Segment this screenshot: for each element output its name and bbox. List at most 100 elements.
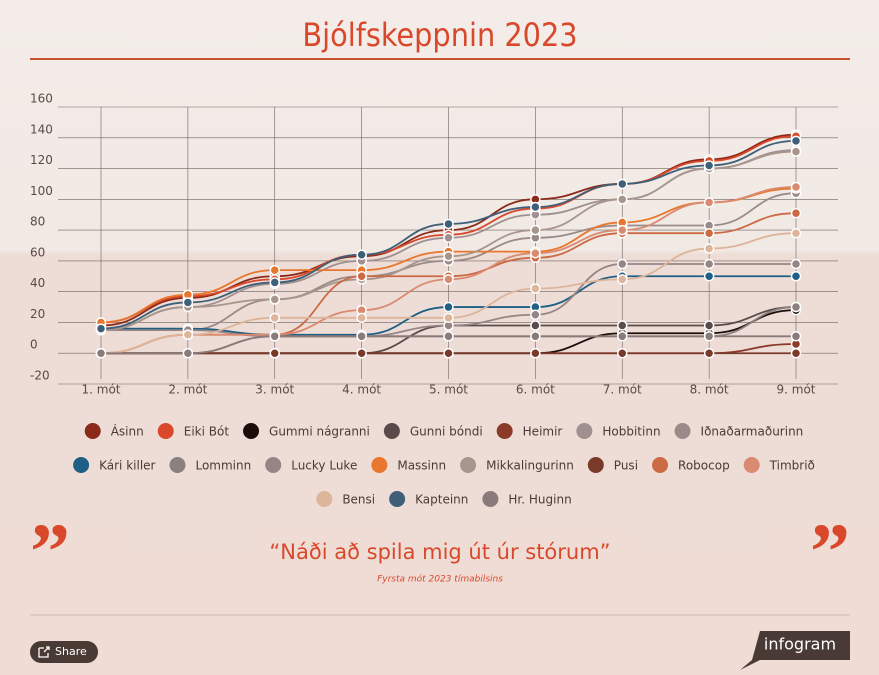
legend-swatch (265, 457, 282, 473)
legend-label: Pusi (614, 459, 638, 473)
point (356, 249, 367, 260)
point (269, 331, 280, 342)
legend-item: Gunni bóndi (383, 423, 483, 439)
point (617, 178, 628, 190)
share-label[interactable]: Share (55, 645, 87, 658)
quote-source: Fyrsta mót 2023 tímabilsins (377, 574, 503, 585)
legend-item: Massinn (371, 457, 446, 473)
legend-item: Lucky Luke (265, 457, 357, 473)
point (269, 277, 280, 288)
share-icon[interactable] (38, 646, 50, 658)
point (530, 347, 541, 359)
point (356, 271, 367, 282)
point (790, 146, 802, 157)
point (790, 227, 802, 239)
point (443, 274, 454, 285)
chart-title: Bjólfskeppnin 2023 (302, 16, 577, 54)
point (182, 347, 194, 359)
legend-label: Kapteinn (415, 493, 468, 507)
point (790, 135, 802, 147)
legend-item: Gummi nágranni (243, 423, 370, 439)
legend-item: Kapteinn (389, 491, 468, 507)
legend-label: Robocop (678, 459, 730, 473)
legend-label: Hr. Huginn (508, 493, 571, 507)
point (530, 283, 541, 294)
point (790, 181, 802, 193)
legend-label: Heimir (523, 425, 563, 439)
quote: “Náði að spila mig út úr stórum” (269, 540, 610, 564)
point (617, 331, 628, 342)
legend-swatch (576, 423, 593, 439)
legend-label: Bensi (342, 493, 375, 507)
point (443, 232, 454, 244)
y-tick-label: -20 (30, 369, 50, 383)
point (443, 331, 454, 342)
legend-item: Mikkalingurinn (460, 457, 574, 473)
point (530, 320, 541, 331)
point (617, 320, 628, 331)
point (530, 309, 541, 320)
point (703, 271, 715, 282)
x-tick-label: 5. mót (429, 383, 468, 397)
point (530, 247, 541, 259)
point (617, 274, 628, 285)
y-tick-label: 20 (30, 307, 45, 321)
quote-mark: ” (30, 508, 70, 596)
legend-swatch (169, 457, 186, 473)
brand-badge[interactable] (740, 631, 850, 670)
point (182, 329, 194, 341)
legend-label: Mikkalingurinn (486, 459, 574, 473)
x-tick-label: 4. mót (342, 383, 381, 397)
legend-item: Timbrið (743, 457, 815, 473)
x-tick-label: 6. mót (516, 383, 555, 397)
point (530, 201, 541, 213)
legend-label: Hobbitinn (602, 425, 660, 439)
legend-label: Timbrið (769, 459, 815, 473)
legend-label: Gummi nágranni (269, 425, 370, 439)
point (703, 243, 715, 254)
point (617, 347, 628, 359)
point (617, 194, 628, 205)
legend-item: Iðnaðarmaðurinn (674, 423, 804, 439)
point (790, 258, 802, 270)
legend-item: Eiki Bót (157, 423, 229, 439)
legend-label: Lomminn (195, 459, 251, 473)
point (356, 347, 367, 359)
y-tick-label: 120 (30, 153, 53, 167)
legend-item: Bensi (316, 491, 375, 507)
point (617, 224, 628, 236)
legend-label: Gunni bóndi (410, 425, 483, 439)
point (443, 251, 454, 262)
legend-label: Lucky Luke (291, 459, 357, 473)
point (790, 271, 802, 282)
point (530, 224, 541, 236)
point (703, 258, 715, 270)
point (703, 197, 715, 208)
point (703, 320, 715, 331)
legend-item: Robocop (652, 457, 730, 473)
x-tick-label: 7. mót (603, 383, 642, 397)
legend-item: Ásinn (84, 423, 144, 439)
legend-item: Pusi (587, 457, 638, 473)
legend-swatch (371, 457, 388, 473)
point (790, 331, 802, 342)
legend-swatch (652, 457, 669, 473)
point (530, 331, 541, 342)
point (703, 160, 715, 171)
legend-label: Iðnaðarmaðurinn (701, 425, 804, 439)
legend-label: Massinn (397, 459, 446, 473)
legend-item: Hobbitinn (576, 423, 661, 439)
y-tick-label: 140 (30, 122, 53, 136)
legend-swatch (496, 423, 513, 439)
legend-swatch (743, 457, 760, 473)
point (617, 258, 628, 270)
point (95, 347, 107, 359)
point (790, 347, 802, 359)
point (443, 301, 454, 313)
legend-swatch (482, 491, 499, 507)
brand[interactable]: infogram (764, 635, 836, 654)
point (703, 331, 715, 342)
legend-swatch (383, 423, 400, 439)
